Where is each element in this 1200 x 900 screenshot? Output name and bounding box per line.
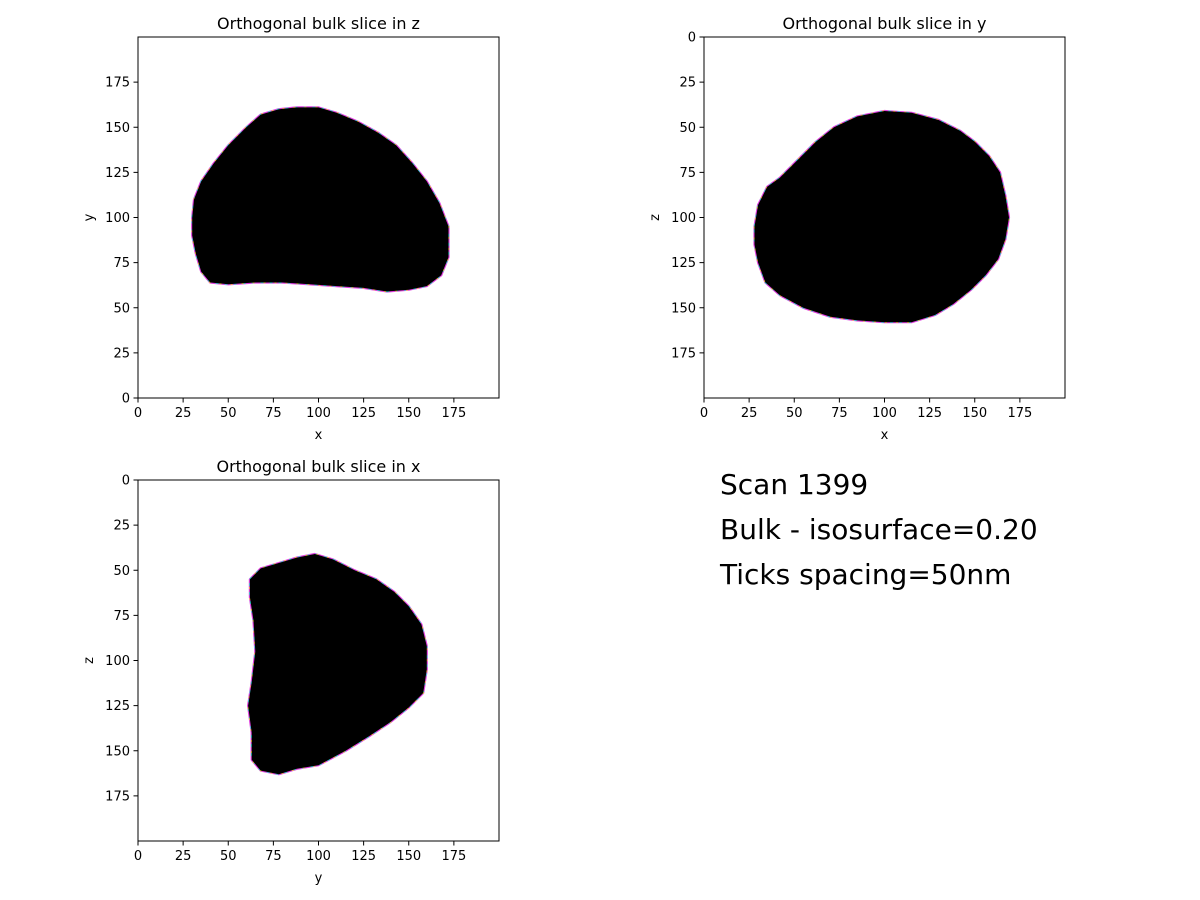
slice-x-xtick-label-4: 100 bbox=[306, 849, 331, 864]
slice-x-ytick-label-4: 100 bbox=[105, 654, 130, 669]
slice-x-ytick-label-7: 175 bbox=[105, 789, 130, 804]
slice-y-xtick-label-7: 175 bbox=[1007, 406, 1032, 421]
isosurface-text: Bulk - isosurface=0.20 bbox=[720, 513, 1038, 546]
slice-y-ylabel: z bbox=[648, 214, 663, 221]
slice-y-ytick-label-4: 100 bbox=[671, 211, 696, 226]
slice-z-xtick-label-4: 100 bbox=[306, 406, 331, 421]
slice-y-xtick-label-2: 50 bbox=[786, 406, 803, 421]
slice-x-xtick-label-6: 150 bbox=[396, 849, 421, 864]
slice-x-ytick-label-3: 75 bbox=[113, 609, 130, 624]
slice-z-xtick-label-6: 150 bbox=[396, 406, 421, 421]
slice-x-ytick-label-0: 0 bbox=[122, 474, 130, 489]
slice-y-xtick-label-0: 0 bbox=[700, 406, 708, 421]
slice-z-ytick-label-6: 150 bbox=[105, 121, 130, 136]
slice-x-ytick-label-1: 25 bbox=[113, 519, 130, 534]
slice-y-ytick-label-5: 125 bbox=[671, 256, 696, 271]
slice-y-title: Orthogonal bulk slice in y bbox=[783, 14, 987, 33]
slice-x-xtick-label-5: 125 bbox=[351, 849, 376, 864]
slice-x-xtick-label-0: 0 bbox=[134, 849, 142, 864]
slice-y-edge-cyan bbox=[753, 110, 1010, 323]
slice-y-ytick-label-7: 175 bbox=[671, 346, 696, 361]
slice-y-xtick-label-6: 150 bbox=[962, 406, 987, 421]
slice-z-xtick-label-5: 125 bbox=[351, 406, 376, 421]
slice-x-title: Orthogonal bulk slice in x bbox=[217, 457, 421, 476]
slice-y-xlabel: x bbox=[881, 428, 889, 443]
slice-y-ytick-label-1: 25 bbox=[679, 76, 696, 91]
slice-z-xtick-label-3: 75 bbox=[265, 406, 282, 421]
slice-z-ytick-label-4: 100 bbox=[105, 211, 130, 226]
slice-x-xtick-label-2: 50 bbox=[220, 849, 237, 864]
slice-x-ytick-label-6: 150 bbox=[105, 744, 130, 759]
slice-x-ytick-label-5: 125 bbox=[105, 699, 130, 714]
slice-z-title: Orthogonal bulk slice in z bbox=[217, 14, 420, 33]
slice-z-xtick-label-1: 25 bbox=[175, 406, 192, 421]
slice-z-xtick-label-0: 0 bbox=[134, 406, 142, 421]
slice-y-ytick-label-2: 50 bbox=[679, 121, 696, 136]
slice-z-ytick-label-3: 75 bbox=[113, 256, 130, 271]
slice-z-ytick-label-0: 0 bbox=[122, 392, 130, 407]
slice-x-ytick-label-2: 50 bbox=[113, 564, 130, 579]
scan-number-text: Scan 1399 bbox=[720, 468, 869, 501]
slice-x-panel: 0 25 50 75 100 125 150 175 0 25 50 75 100 125 150 175 Or… bbox=[82, 457, 500, 886]
slice-y-xtick-label-5: 125 bbox=[917, 406, 942, 421]
slice-z-ytick-label-2: 50 bbox=[113, 301, 130, 316]
slice-x-bulk-shape bbox=[248, 554, 427, 775]
slice-y-bulk-shape bbox=[754, 111, 1009, 323]
slice-z-panel: 0 25 50 75 100 125 150 175 0 25 50 75 100 125 150 175 Or… bbox=[82, 14, 500, 443]
slice-x-xtick-label-3: 75 bbox=[265, 849, 282, 864]
slice-z-xlabel: x bbox=[315, 428, 323, 443]
slice-y-ytick-label-3: 75 bbox=[679, 166, 696, 181]
slice-y-ytick-label-6: 150 bbox=[671, 301, 696, 316]
slice-z-ytick-label-5: 125 bbox=[105, 166, 130, 181]
slice-x-xlabel: y bbox=[315, 871, 323, 886]
slice-x-ylabel: z bbox=[82, 657, 97, 664]
slice-y-xtick-label-4: 100 bbox=[872, 406, 897, 421]
slice-y-panel: 0 25 50 75 100 125 150 175 0 25 50 75 100 125 150 175 Or… bbox=[648, 14, 1066, 443]
slice-y-xtick-label-1: 25 bbox=[741, 406, 758, 421]
slice-x-xtick-label-7: 175 bbox=[441, 849, 466, 864]
slice-y-ytick-label-0: 0 bbox=[688, 31, 696, 46]
slice-z-bulk-shape bbox=[192, 107, 449, 292]
slice-x-xtick-label-1: 25 bbox=[175, 849, 192, 864]
slice-y-xtick-label-3: 75 bbox=[831, 406, 848, 421]
slice-z-ylabel: y bbox=[82, 213, 97, 221]
tick-spacing-text: Ticks spacing=50nm bbox=[720, 558, 1012, 591]
slice-z-xtick-label-2: 50 bbox=[220, 406, 237, 421]
slice-z-ytick-label-7: 175 bbox=[105, 76, 130, 91]
slice-z-ytick-label-1: 25 bbox=[113, 346, 130, 361]
slice-z-xtick-label-7: 175 bbox=[441, 406, 466, 421]
